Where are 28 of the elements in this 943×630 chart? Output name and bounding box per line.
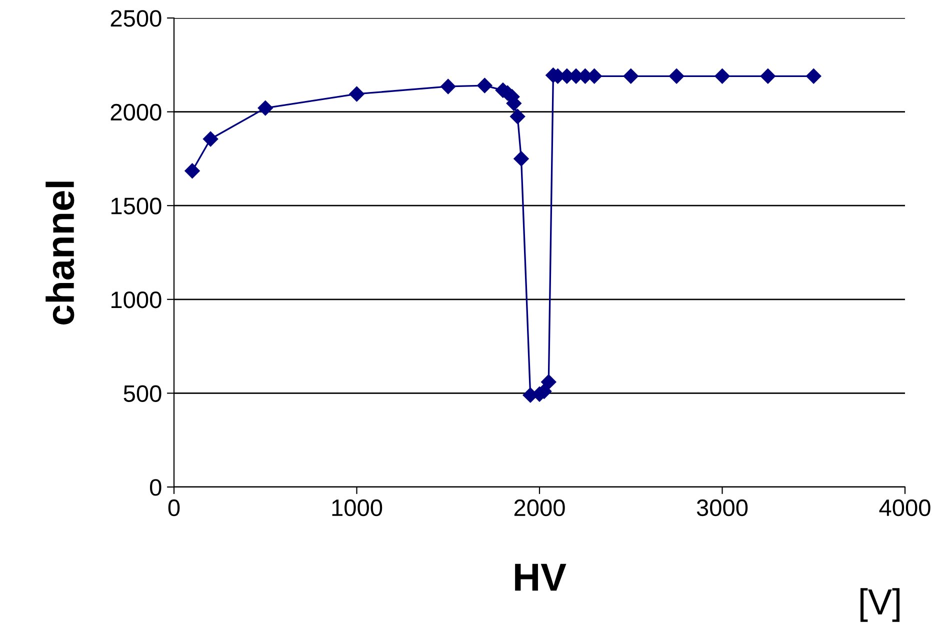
point (541, 374, 556, 390)
x-tick-label: 2000 (514, 499, 565, 516)
y-tick-label: 500 (124, 385, 162, 402)
point (623, 68, 638, 84)
y-axis-title: channel (46, 182, 74, 324)
point (202, 131, 218, 147)
x-tick-label: 3000 (696, 499, 748, 516)
x-tick-label: 1000 (332, 499, 382, 516)
point (184, 163, 200, 178)
y-tick-label: 1500 (111, 198, 162, 214)
point (258, 100, 273, 116)
x-axis-title: HV (515, 564, 566, 591)
point (806, 68, 822, 84)
point (668, 68, 684, 84)
y-tick-label: 2000 (110, 104, 162, 121)
y-tick-label: 2500 (110, 10, 162, 27)
point (510, 108, 526, 124)
point (477, 78, 492, 94)
point (514, 151, 529, 166)
text: [V] (860, 588, 900, 622)
y-tick-label: 1000 (111, 291, 162, 308)
point (714, 68, 730, 84)
x-tick-label: 4000 (879, 499, 930, 516)
x-tick-label: 0 (168, 499, 180, 516)
point (760, 68, 776, 84)
y-tick-label: 0 (150, 479, 162, 496)
point (440, 78, 456, 94)
point (349, 86, 364, 102)
